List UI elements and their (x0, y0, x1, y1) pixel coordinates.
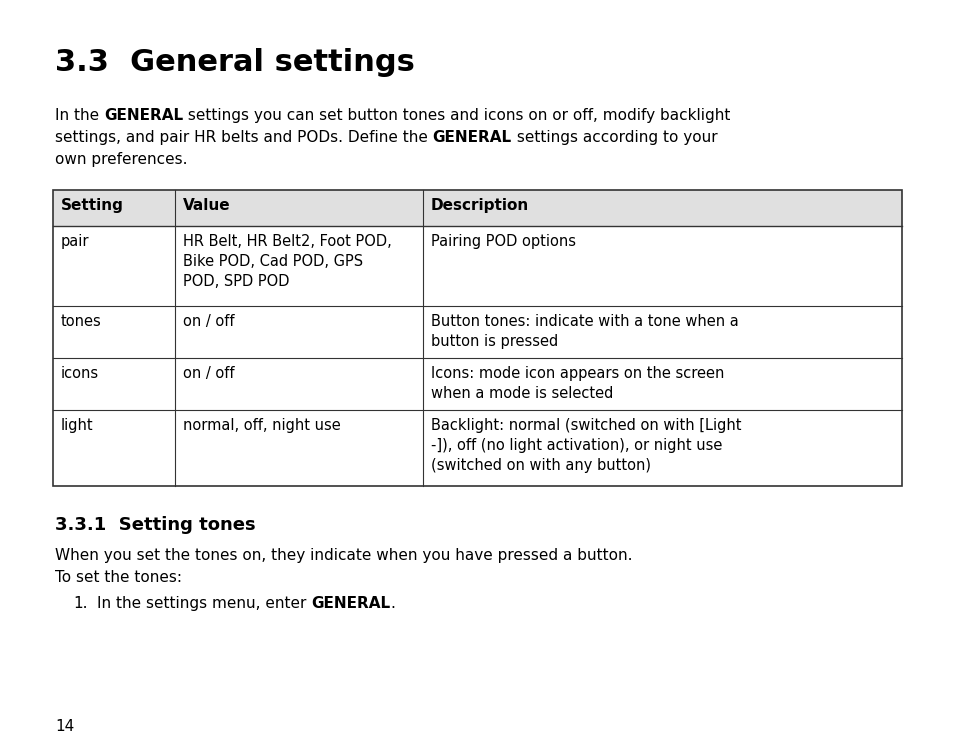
Text: light: light (61, 418, 93, 433)
Text: When you set the tones on, they indicate when you have pressed a button.: When you set the tones on, they indicate… (55, 548, 632, 563)
Text: on / off: on / off (183, 366, 234, 381)
Text: settings according to your: settings according to your (512, 130, 717, 145)
Text: GENERAL: GENERAL (104, 108, 183, 123)
Text: Value: Value (183, 198, 231, 213)
Text: In the: In the (55, 108, 104, 123)
Text: Button tones: indicate with a tone when a
button is pressed: Button tones: indicate with a tone when … (431, 314, 738, 349)
Text: Pairing POD options: Pairing POD options (431, 234, 576, 249)
Text: Backlight: normal (switched on with [Light
-]), off (no light activation), or ni: Backlight: normal (switched on with [Lig… (431, 418, 740, 472)
Text: Description: Description (431, 198, 529, 213)
Text: settings you can set button tones and icons on or off, modify backlight: settings you can set button tones and ic… (183, 108, 730, 123)
Text: 3.3.1  Setting tones: 3.3.1 Setting tones (55, 516, 255, 534)
Text: 14: 14 (55, 719, 74, 734)
Text: 1.: 1. (73, 596, 88, 611)
Text: To set the tones:: To set the tones: (55, 570, 182, 585)
Text: normal, off, night use: normal, off, night use (183, 418, 340, 433)
Text: GENERAL: GENERAL (433, 130, 512, 145)
Bar (53, 190, 901, 226)
Text: settings, and pair HR belts and PODs. Define the: settings, and pair HR belts and PODs. De… (55, 130, 433, 145)
Text: Icons: mode icon appears on the screen
when a mode is selected: Icons: mode icon appears on the screen w… (431, 366, 723, 401)
Text: GENERAL: GENERAL (311, 596, 390, 611)
Text: pair: pair (61, 234, 90, 249)
Text: on / off: on / off (183, 314, 234, 329)
Text: own preferences.: own preferences. (55, 152, 188, 167)
Text: HR Belt, HR Belt2, Foot POD,
Bike POD, Cad POD, GPS
POD, SPD POD: HR Belt, HR Belt2, Foot POD, Bike POD, C… (183, 234, 392, 289)
Text: Setting: Setting (61, 198, 124, 213)
Text: 3.3  General settings: 3.3 General settings (55, 48, 415, 77)
Text: In the settings menu, enter: In the settings menu, enter (97, 596, 311, 611)
Text: icons: icons (61, 366, 99, 381)
Bar (53, 190, 901, 486)
Text: tones: tones (61, 314, 102, 329)
Text: .: . (390, 596, 395, 611)
